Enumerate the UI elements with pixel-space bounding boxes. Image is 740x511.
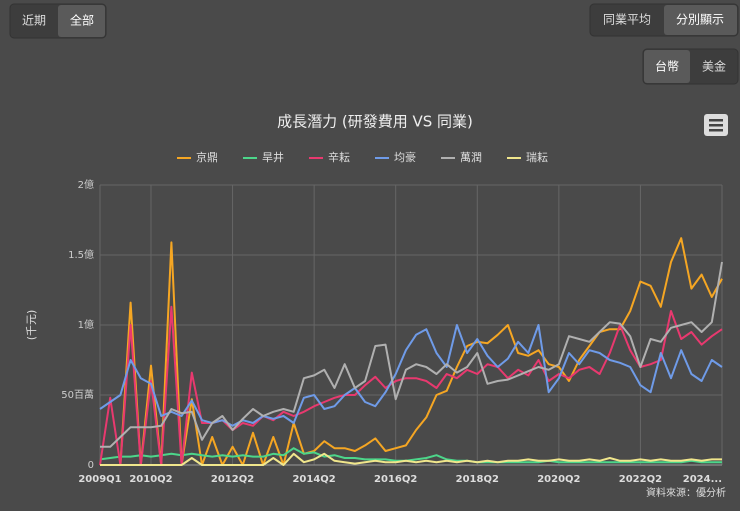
button[interactable]: 分別顯示 [676,13,724,27]
y-tick-label: 1億 [78,318,94,331]
chart-title: 成長潛力 (研發費用 VS 同業) [277,113,473,131]
series-line [99,305,723,466]
x-tick-label: 2018Q2 [456,474,499,485]
x-tick-label: 2016Q2 [374,474,417,485]
x-tick-label: 2010Q2 [129,474,172,485]
active-button[interactable] [644,50,690,83]
button[interactable]: 全部 [70,13,94,28]
legend-label: 萬潤 [460,151,482,164]
button[interactable]: 台幣 [655,59,679,74]
button[interactable]: 同業平均 [603,13,651,27]
source: 資料來源：優分析 [646,486,726,499]
x-tick-label: 2012Q2 [211,474,254,485]
x-tick-label: 2022Q2 [619,474,662,485]
x-tick-label: 2014Q2 [292,474,335,485]
y-tick-label: 1.5億 [68,248,94,261]
y-tick-label: 50百萬 [61,388,94,401]
y-tick-label: 2億 [78,178,94,191]
series-line [100,237,723,466]
active-button[interactable] [58,5,105,37]
series-line [100,261,723,448]
button[interactable]: 近期 [22,14,46,28]
series-line [100,452,722,466]
legend-label: 京鼎 [196,150,218,164]
active-button[interactable] [664,5,737,35]
y-tick-label: 0 [88,460,94,471]
series-line [99,447,722,464]
x-tick-label: 2024... [683,474,722,485]
legend-label: 旱井 [262,150,284,164]
menu-icon[interactable] [704,114,728,136]
y-axis-label: (千元) [25,310,38,341]
button[interactable]: 美金 [702,59,726,74]
legend-label: 辛耘 [328,150,350,164]
x-tick-label: 2009Q1 [78,474,121,485]
series-line [99,324,723,427]
legend-label: 瑞耘 [526,150,548,164]
x-tick-label: 2020Q2 [537,474,580,485]
legend-label: 均豪 [394,150,416,164]
